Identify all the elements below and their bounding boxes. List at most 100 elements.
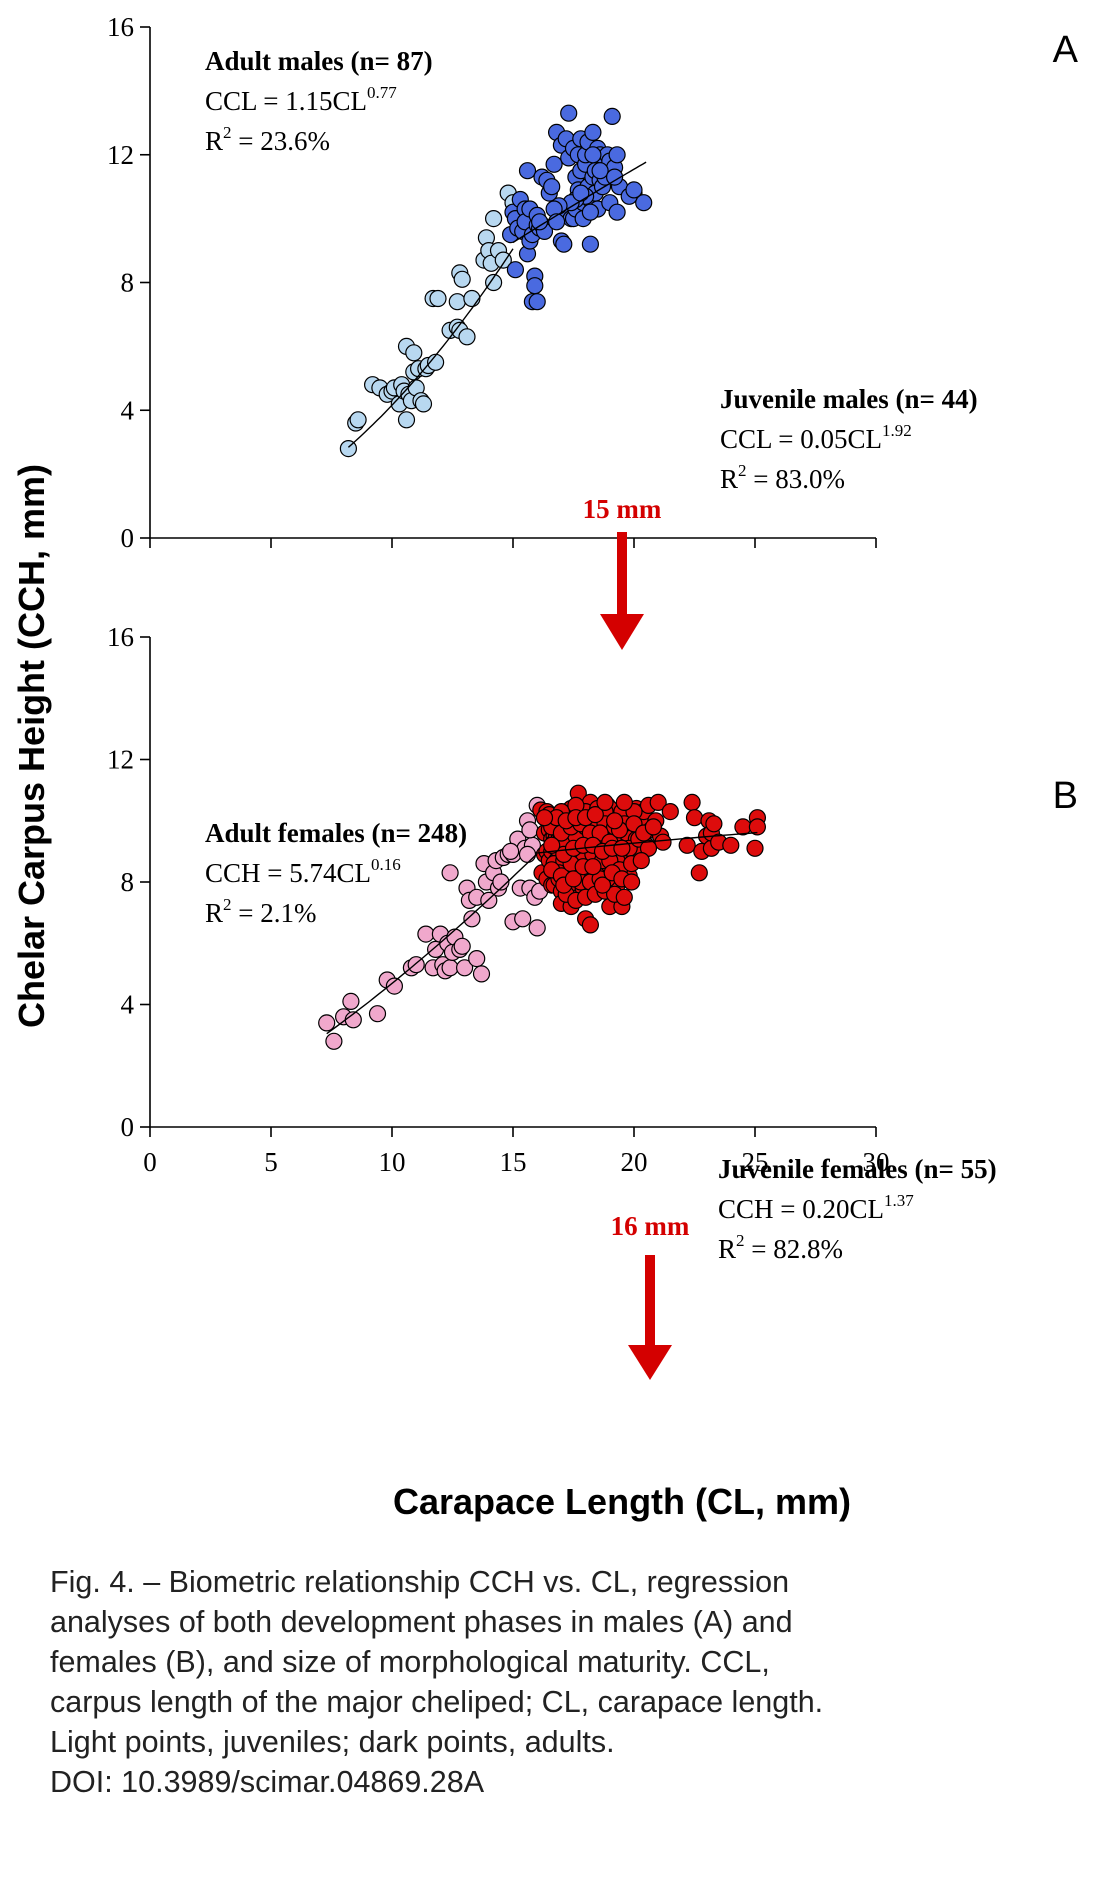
caption-line: analyses of both development phases in m… [50,1605,793,1639]
panel-a-y-tick-label: 16 [107,12,134,42]
panel-a-adult-point [603,107,621,126]
panel-a-juvenile-point [494,251,512,269]
panel-a-y-tick-label: 0 [121,523,135,553]
figure: 0 4 8 12 16 A Adult males (n= 87) CCL = 1.15… [11,12,1079,1522]
panel-b-fit-line-adult [537,831,758,854]
panel-a-y-tick-label: 12 [107,140,134,170]
panel-b-juvenile-annotation: Juvenile females (n= 55) CCH = 0.20CL1.3… [718,1154,997,1264]
panel-a-adult-point [572,184,590,202]
panel-b-juvenile-point [521,821,539,839]
panel-a-juvenile-point [405,344,423,362]
panel-a-adult-equation: CCL = 1.15CL0.77 [205,83,397,116]
panel-a-juvenile-point [349,411,367,429]
panel-a-adult-point [518,162,537,180]
panel-a-juvenile-point [458,328,476,346]
panel-a-adult-point [625,181,643,199]
panel-b-adult-point [661,802,679,821]
panel-b-x-tick-label: 25 [742,1147,769,1177]
panel-b-adult-point [683,793,701,812]
panel-b-adult-point [586,805,604,824]
panel-a-adult-point [506,261,525,279]
panel-b-juvenile-point [463,910,481,928]
panel-a-arrowhead [600,614,644,650]
panel-a-adult-point [581,203,600,221]
panel-a: 0 4 8 12 16 A Adult males (n= 87) CCL = 1.15… [107,12,1079,650]
panel-a-adult-point [591,162,609,180]
panel-b-fit-lines [326,831,758,1035]
panel-b-juvenile-point [514,910,532,928]
panel-b-juvenile-point [318,1014,336,1032]
panel-b-adult-point [748,818,767,836]
panel-b-y-tick-label: 8 [121,867,135,897]
panel-a-adult-title: Adult males (n= 87) [205,46,433,76]
panel-b-adult-point [722,836,740,854]
panel-a-juvenile-point [453,270,471,288]
panel-a-juvenile-point [463,289,481,308]
panel-b-label: B [1053,775,1078,817]
x-axis-label: Carapace Length (CL, mm) [393,1481,851,1522]
panel-a-juvenile-point [485,210,503,228]
panel-a-juvenile-equation: CCL = 0.05CL1.92 [720,421,912,454]
panel-b-adult-equation: CCH = 5.74CL0.16 [205,855,401,888]
panel-b-adult-point [644,818,663,836]
panel-a-fit-line-juvenile [347,248,514,448]
panel-a-maturity-arrow: 15 mm [583,494,662,650]
panel-b-adult-point [734,818,752,836]
caption-line: Light points, juveniles; dark points, ad… [50,1725,615,1759]
panel-a-juvenile-r2: R2 = 83.0% [720,461,845,494]
panel-a-adult-point [608,203,626,221]
panel-b-juvenile-point [456,959,474,977]
panel-b-y-tick-label: 0 [121,1112,135,1142]
figure-caption: Fig. 4. – Biometric relationship CCH vs.… [50,1562,1070,1802]
panel-b-arrowhead [628,1345,672,1380]
panel-b-juvenile-point [528,919,546,937]
panel-b-juvenile-point [468,949,486,968]
panel-a-points [339,104,653,458]
panel-b: 0 4 8 12 16 0 5 10 15 20 25 30 B Adult females (n= … [107,622,1078,1522]
panel-b-adult-point [654,833,672,851]
panel-b-adult-point [613,839,631,857]
panel-a-adult-point [581,235,600,253]
panel-b-x-tick-label: 5 [264,1147,278,1177]
panel-b-x-tick-label: 0 [143,1147,157,1177]
panel-b-juvenile-point [342,992,360,1011]
panel-b-adult-point [596,793,614,812]
panel-a-adult-annotation: Adult males (n= 87) CCL = 1.15CL0.77 R2 … [205,46,433,156]
panel-a-adult-point [635,194,653,212]
panel-b-arrow-label: 16 mm [611,1211,690,1241]
panel-a-adult-point [584,146,602,164]
panel-a-adult-point [555,235,573,253]
panel-b-adult-point [690,864,708,882]
panel-a-juvenile-point [429,289,447,308]
panel-b-y-tick-label: 4 [121,990,135,1020]
panel-b-adult-point [632,851,650,870]
panel-b-juvenile-point [368,1005,387,1023]
panel-b-juvenile-point [453,937,471,955]
panel-a-adult-point [543,178,561,196]
panel-b-juvenile-equation: CCH = 0.20CL1.37 [718,1191,914,1224]
panel-b-adult-point [564,870,583,888]
panel-b-juvenile-point [441,864,459,882]
panel-a-juvenile-annotation: Juvenile males (n= 44) CCL = 0.05CL1.92 … [720,384,978,494]
caption-line: carpus length of the major cheliped; CL,… [50,1685,824,1719]
panel-a-juvenile-title: Juvenile males (n= 44) [720,384,978,414]
panel-a-arrow-label: 15 mm [583,494,662,524]
panel-b-x-tick-label: 20 [621,1147,648,1177]
panel-b-adult-point [705,815,723,833]
panel-b-juvenile-point [441,959,459,977]
panel-b-juvenile-point [518,845,537,864]
panel-b-adult-point [685,809,704,827]
panel-a-y-tick-label: 8 [121,268,135,298]
panel-b-juvenile-point [325,1032,343,1050]
panel-a-adult-r2: R2 = 23.6% [205,123,330,156]
panel-b-juvenile-r2: R2 = 82.8% [718,1231,843,1264]
panel-b-adult-point [605,812,624,830]
panel-a-arrow-shaft [617,532,627,618]
panel-a-juvenile-point [414,395,433,413]
panel-b-adult-point [678,836,696,854]
panel-b-juvenile-point [492,873,510,891]
panel-a-y-tick-label: 4 [121,395,135,425]
panel-a-adult-point [526,277,544,295]
panel-b-adult-point [535,809,554,827]
panel-b-adult-point [746,839,764,857]
